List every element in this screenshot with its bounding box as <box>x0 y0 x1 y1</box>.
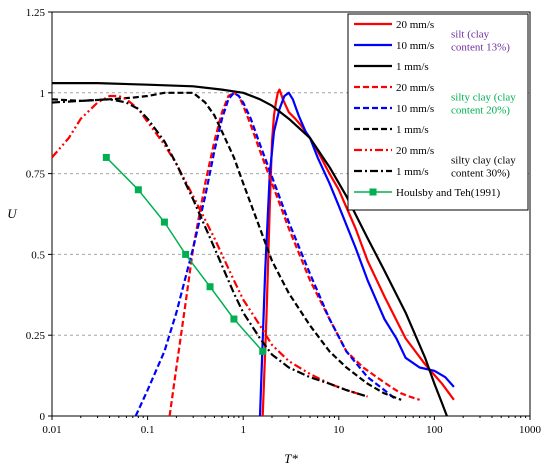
y-tick-label: 1 <box>40 88 46 100</box>
y-axis-label: U <box>7 206 18 221</box>
y-tick-label: 0.5 <box>31 249 45 261</box>
series-marker <box>182 250 190 258</box>
y-tick-label: 0 <box>40 411 46 423</box>
legend-label: 1 mm/s <box>396 61 429 73</box>
legend: 20 mm/s 10 mm/s 1 mm/s 20 mm/s 10 mm/s 1 mm/s… <box>347 13 529 211</box>
series-marker <box>102 153 110 161</box>
y-tick-label: 0.25 <box>26 330 46 342</box>
x-tick-label: 1 <box>240 424 246 436</box>
legend-group-label: silty clay (clay <box>451 155 516 167</box>
x-tick-label: 100 <box>426 424 443 436</box>
series-line-4 <box>134 91 398 417</box>
series-marker <box>206 283 214 291</box>
series-line-0 <box>261 88 455 417</box>
series-marker <box>259 347 267 355</box>
series-line-1 <box>258 91 455 417</box>
legend-box <box>347 13 529 211</box>
legend-label: 10 mm/s <box>396 40 434 52</box>
axis-ticks: 0 0.25 0.5 0.75 1 1.25 0.01 0.1 1 10 100 1000 <box>26 7 542 436</box>
legend-group-label: content 13%) <box>451 42 510 54</box>
series-line-6 <box>51 94 368 398</box>
x-tick-label: 0.01 <box>42 424 61 436</box>
series-marker <box>134 186 142 194</box>
x-tick-label: 0.1 <box>141 424 155 436</box>
plot-area <box>51 11 531 417</box>
y-tick-label: 0.75 <box>26 169 46 181</box>
series-marker <box>160 218 168 226</box>
legend-label: 10 mm/s <box>396 103 434 115</box>
legend-label: 1 mm/s <box>396 166 429 178</box>
series-marker <box>230 315 238 323</box>
x-tick-label: 1000 <box>519 424 542 436</box>
legend-group-label: silty clay (clay <box>451 92 516 104</box>
x-tick-label: 10 <box>333 424 345 436</box>
legend-group-label: silt (clay <box>451 29 490 41</box>
series <box>51 81 455 417</box>
legend-label: 20 mm/s <box>396 145 434 157</box>
legend-label: 1 mm/s <box>396 124 429 136</box>
series-line-2 <box>52 81 448 417</box>
series-line-7 <box>51 98 368 398</box>
series-line-3 <box>168 91 420 417</box>
legend-group-label: content 20%) <box>451 105 510 117</box>
x-axis-label: T* <box>284 451 298 466</box>
legend-label: 20 mm/s <box>396 82 434 94</box>
y-tick-label: 1.25 <box>26 7 46 19</box>
legend-marker <box>369 188 377 196</box>
legend-group-label: content 30%) <box>451 168 510 180</box>
legend-label: Houlsby and Teh(1991) <box>396 187 500 199</box>
legend-label: 20 mm/s <box>396 19 434 31</box>
